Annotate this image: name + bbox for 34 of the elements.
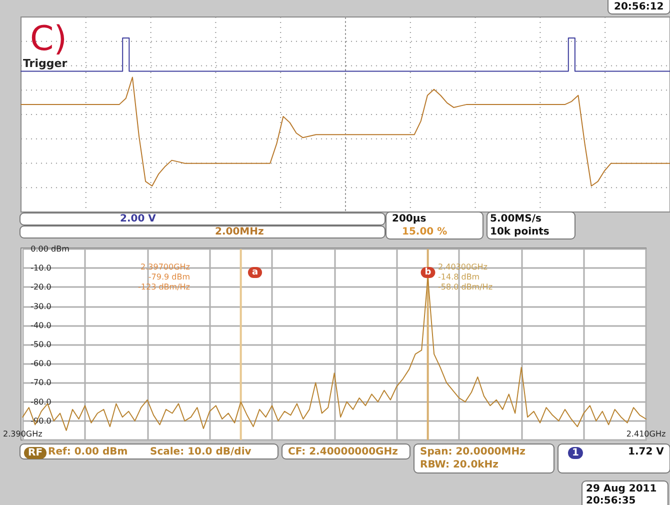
y-tick-label: -50.0 (30, 340, 52, 349)
text: Span: 20.0000MHz (420, 446, 526, 458)
text: 1.72 V (628, 446, 664, 458)
text: 20:56:35 (586, 496, 636, 505)
text: 200µs (392, 214, 426, 224)
y-tick-label: -20.0 (30, 282, 52, 292)
text: 2.00MHz (215, 226, 264, 238)
y-tick-label: -30.0 (30, 302, 52, 311)
text: 15.00 % (402, 226, 448, 238)
annotation: b (424, 268, 432, 278)
text: 5.00MS/s (490, 214, 542, 224)
annotation: C) (30, 19, 68, 59)
text: 1 (572, 448, 579, 458)
text: Scale: 10.0 dB/div (150, 446, 252, 458)
annotation: 2.40300GHz -14.8 dBm -58.0 dBm/Hz (438, 262, 493, 292)
text: 29 Aug 2011 (586, 484, 657, 494)
y-tick-label: -70.0 (30, 378, 52, 388)
series-label: Trigger (23, 57, 68, 70)
text: CF: 2.40000000GHz (288, 446, 398, 458)
y-tick-label: -10.0 (30, 264, 52, 273)
text: 20:56:12 (614, 2, 664, 12)
annotation: 2.39700GHz -79.9 dBm -123 dBm/Hz (138, 262, 190, 292)
y-tick-label: -80.0 (30, 397, 52, 406)
y-tick-label: 0.00 dBm (30, 244, 70, 254)
annotation: a (252, 268, 258, 278)
y-tick-label: -40.0 (30, 320, 52, 330)
x-tick-label: 2.410GHz (626, 430, 666, 438)
text: RBW: 20.0kHz (420, 460, 499, 470)
text: Ref: 0.00 dBm (48, 446, 128, 458)
text: 10k points (490, 226, 550, 238)
x-tick-label: 2.390GHz (2, 430, 42, 438)
y-tick-label: -60.0 (30, 359, 52, 368)
text: RF (28, 448, 43, 458)
text: 2.00 V (120, 214, 156, 224)
